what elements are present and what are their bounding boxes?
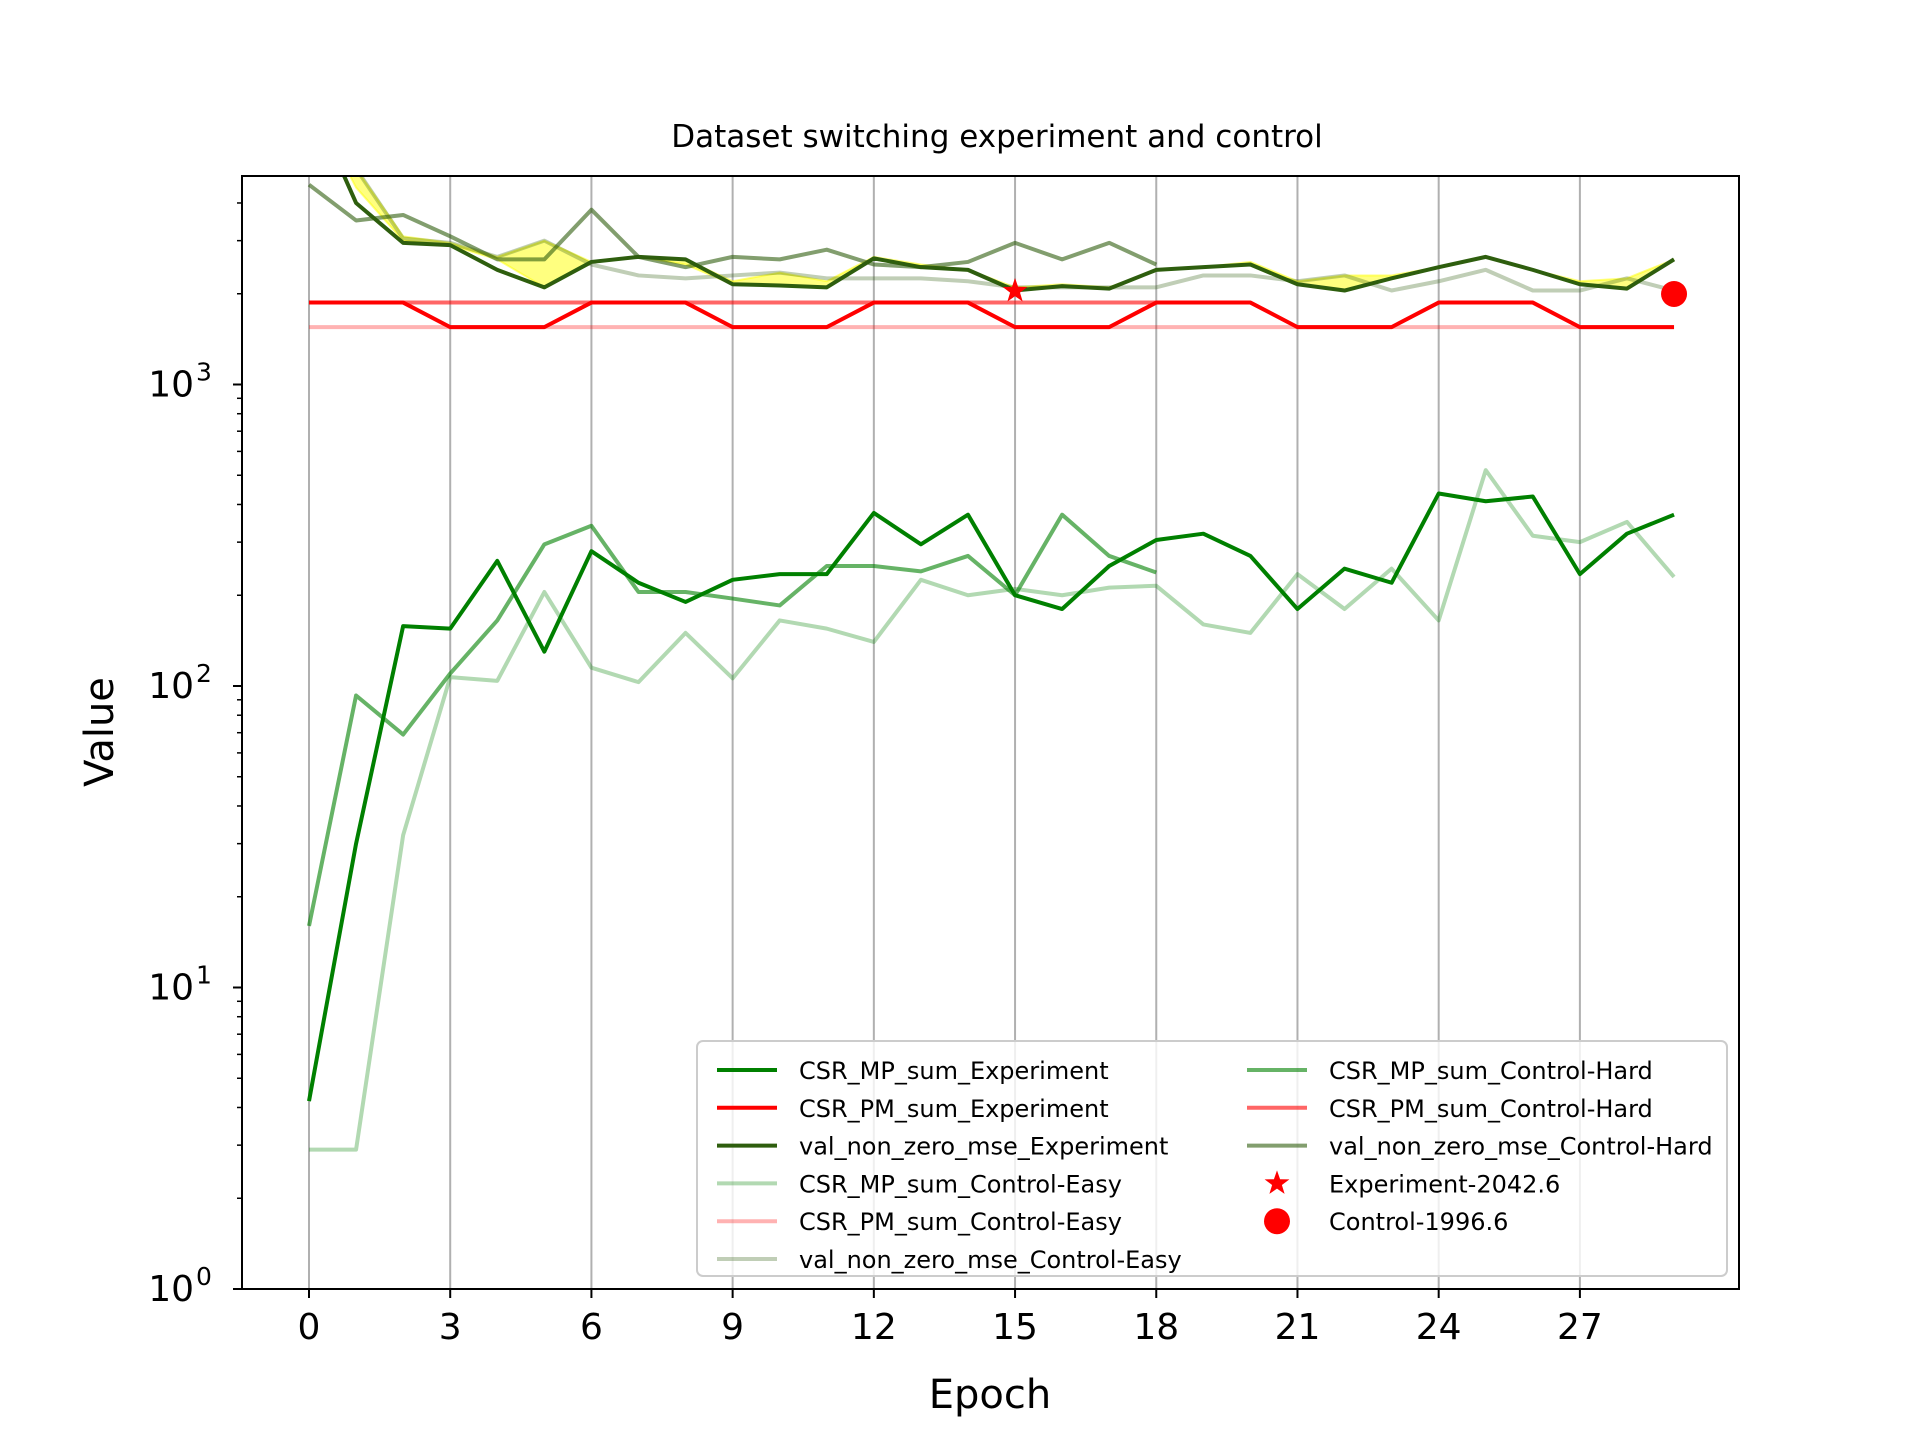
y-tick-label: 10	[148, 968, 194, 1009]
legend-label: CSR_PM_sum_Control-Easy	[799, 1208, 1122, 1236]
legend-label: CSR_PM_sum_Experiment	[799, 1095, 1109, 1123]
chart-title: Dataset switching experiment and control	[671, 119, 1323, 155]
x-tick-label: 6	[580, 1307, 603, 1348]
x-tick-label: 12	[851, 1307, 897, 1348]
y-tick-exponent: 1	[196, 961, 212, 990]
series-line	[309, 300, 1675, 330]
legend-label: CSR_MP_sum_Control-Hard	[1329, 1057, 1653, 1085]
x-tick-label: 21	[1275, 1307, 1321, 1348]
plot-markers	[1002, 278, 1688, 307]
y-axis-label: Value	[77, 677, 123, 787]
legend-label: CSR_MP_sum_Experiment	[799, 1057, 1109, 1085]
legend-label: val_non_zero_mse_Control-Hard	[1329, 1133, 1713, 1161]
x-tick-label: 9	[721, 1307, 744, 1348]
marker-circle	[1661, 280, 1688, 307]
legend: CSR_MP_sum_Experiment CSR_PM_sum_Experime…	[696, 1040, 1728, 1277]
legend-label: CSR_PM_sum_Control-Hard	[1329, 1095, 1653, 1123]
y-tick-exponent: 0	[196, 1262, 212, 1291]
x-axis: 0 3 6 9 12 15 18 21 24 27	[298, 1289, 1603, 1348]
series-line	[307, 183, 1158, 270]
y-tick-exponent: 3	[196, 358, 212, 387]
series-line	[309, 468, 1676, 1152]
x-tick-label: 27	[1557, 1307, 1603, 1348]
plot-series	[307, 176, 1676, 1152]
y-tick-label: 10	[148, 666, 194, 707]
legend-label: val_non_zero_mse_Control-Easy	[799, 1246, 1182, 1274]
y-tick-label: 10	[148, 1269, 194, 1310]
y-tick-exponent: 2	[196, 659, 212, 688]
x-axis-label: Epoch	[929, 1372, 1051, 1418]
legend-label: Experiment-2042.6	[1329, 1170, 1560, 1198]
series-line	[307, 512, 1157, 927]
series-line	[341, 176, 1676, 293]
legend-box	[696, 1040, 1728, 1277]
x-tick-label: 18	[1133, 1307, 1179, 1348]
legend-marker-star	[1264, 1170, 1290, 1194]
series-line	[307, 491, 1675, 1102]
marker-star	[1002, 278, 1028, 302]
legend-marker-circle	[1264, 1208, 1290, 1235]
x-tick-label: 24	[1416, 1307, 1462, 1348]
legend-label: val_non_zero_mse_Experiment	[799, 1133, 1168, 1161]
legend-label: Control-1996.6	[1329, 1208, 1508, 1236]
series-line	[358, 176, 1675, 293]
y-tick-label: 10	[148, 365, 194, 406]
x-tick-label: 0	[298, 1307, 321, 1348]
legend-label: CSR_MP_sum_Control-Easy	[799, 1170, 1122, 1198]
x-tick-label: 3	[439, 1307, 462, 1348]
x-tick-label: 15	[992, 1307, 1038, 1348]
